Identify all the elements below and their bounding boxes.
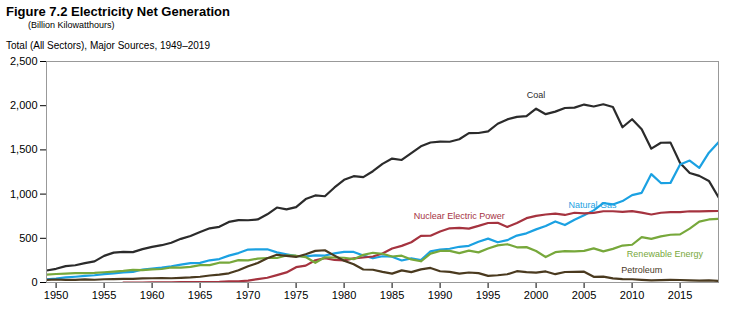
svg-text:0: 0	[31, 276, 37, 288]
html-text:Total (All Sectors), Major Sou: Total (All Sectors), Major Sources, 1949…	[6, 40, 210, 51]
svg-text:1,500: 1,500	[10, 143, 38, 155]
svg-text:500: 500	[19, 232, 37, 244]
svg-text:1965: 1965	[188, 289, 212, 301]
svg-text:2010: 2010	[620, 289, 644, 301]
svg-text:1980: 1980	[332, 289, 356, 301]
svg-text:1960: 1960	[140, 289, 164, 301]
svg-text:Nuclear Electric Power: Nuclear Electric Power	[414, 211, 505, 221]
svg-text:1955: 1955	[92, 289, 116, 301]
svg-text:Natural Gas: Natural Gas	[568, 200, 617, 210]
svg-text:2000: 2000	[524, 289, 548, 301]
svg-text:1950: 1950	[44, 289, 68, 301]
svg-text:Coal: Coal	[527, 90, 546, 100]
svg-text:1990: 1990	[428, 289, 452, 301]
html-text:(Billion Kilowatthours): (Billion Kilowatthours)	[28, 20, 115, 30]
svg-text:Petroleum: Petroleum	[621, 265, 662, 275]
svg-text:1975: 1975	[284, 289, 308, 301]
svg-text:2,500: 2,500	[10, 55, 38, 67]
svg-text:2005: 2005	[572, 289, 596, 301]
svg-text:1,000: 1,000	[10, 188, 38, 200]
svg-text:2,000: 2,000	[10, 99, 38, 111]
svg-text:2015: 2015	[668, 289, 692, 301]
svg-text:1995: 1995	[476, 289, 500, 301]
svg-text:1985: 1985	[380, 289, 404, 301]
html-text:Figure 7.2 Electricity Net Gen: Figure 7.2 Electricity Net Generation	[6, 4, 230, 19]
svg-text:1970: 1970	[236, 289, 260, 301]
svg-text:Renewable Energy: Renewable Energy	[627, 249, 704, 259]
